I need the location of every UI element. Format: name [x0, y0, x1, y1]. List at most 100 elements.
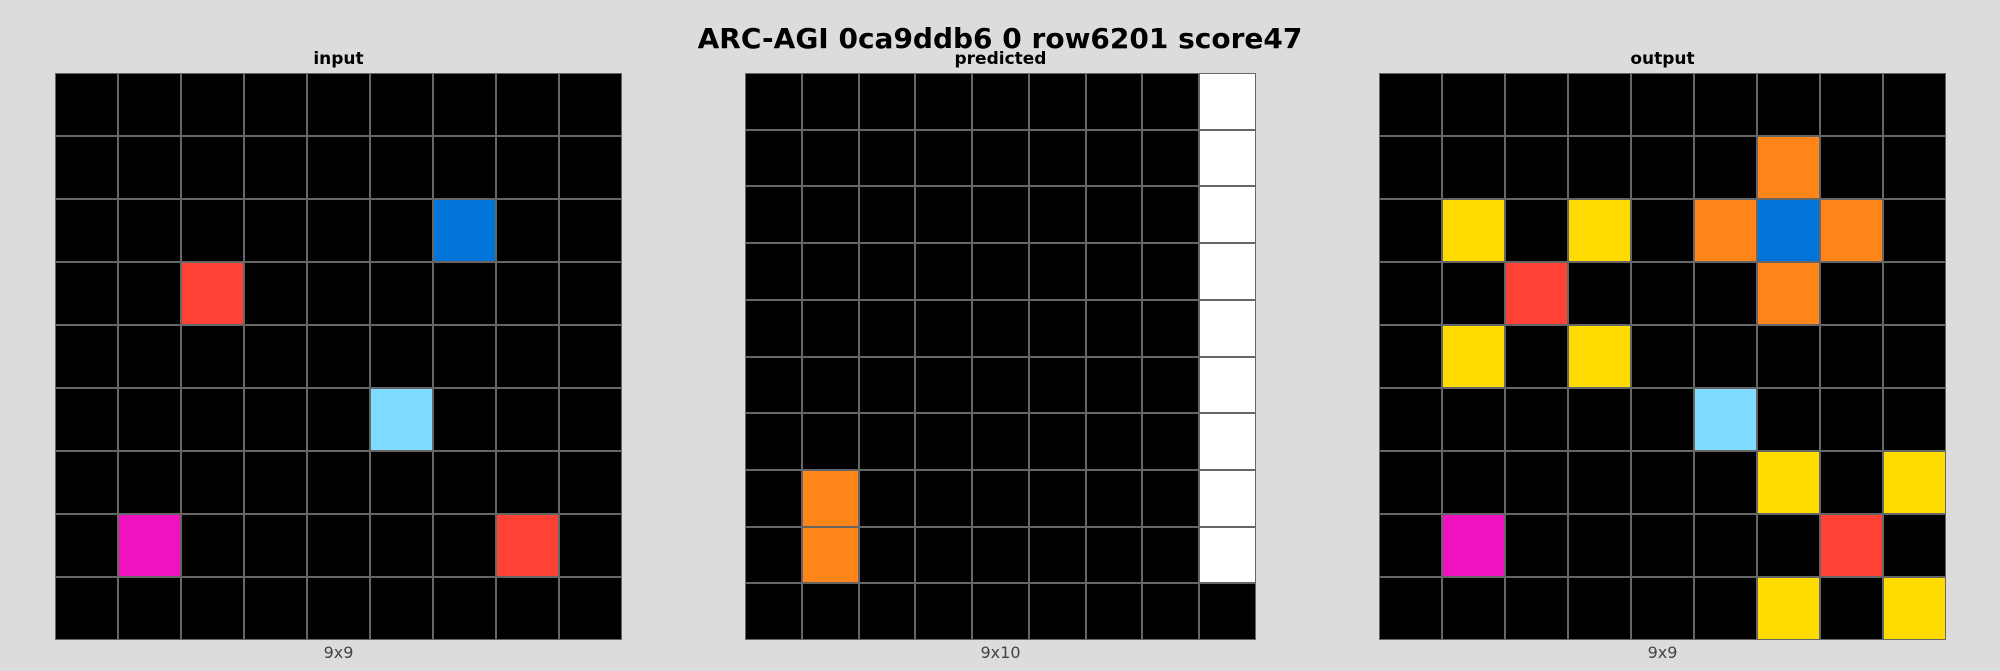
grid-cell	[1820, 325, 1883, 388]
grid-cell	[433, 388, 496, 451]
grid-cell	[745, 356, 802, 414]
grid-cell	[244, 199, 307, 262]
grid-cell	[1442, 136, 1505, 199]
grid-cell	[1199, 413, 1256, 470]
grid-cell	[1379, 136, 1442, 199]
grid-cell	[1442, 199, 1505, 262]
grid-cell	[118, 514, 181, 577]
grid-cell	[433, 262, 496, 325]
grid-cell	[1379, 199, 1442, 262]
grid-cell	[1379, 514, 1442, 577]
grid-cell	[858, 73, 916, 130]
grid-cell	[801, 413, 859, 470]
grid-cell	[1379, 451, 1442, 514]
grid-cell	[55, 73, 118, 136]
grid-cell	[307, 451, 370, 514]
grid-cell	[1883, 199, 1946, 262]
grid-cell	[858, 413, 916, 470]
grid-cell	[1085, 73, 1143, 130]
grid-cell	[181, 514, 244, 577]
grid-cell	[370, 73, 433, 136]
grid-cell	[1631, 514, 1694, 577]
grid-cell	[1442, 262, 1505, 325]
grid-cell	[370, 262, 433, 325]
grid-cell	[118, 325, 181, 388]
grid-cell	[1199, 129, 1256, 187]
grid-cell	[1505, 577, 1568, 640]
grid-cell	[1505, 199, 1568, 262]
grid-cell	[1379, 388, 1442, 451]
grid-cell	[1631, 199, 1694, 262]
grid-cell	[1757, 73, 1820, 136]
grid-cell	[370, 388, 433, 451]
grid-cell	[1505, 262, 1568, 325]
grid-cell	[1199, 186, 1256, 244]
grid-cell	[1442, 73, 1505, 136]
grid-cell	[1631, 73, 1694, 136]
grid-cell	[745, 299, 802, 357]
grid-cell	[1694, 577, 1757, 640]
grid-cell	[1820, 388, 1883, 451]
grid-cell	[1694, 262, 1757, 325]
grid-cell	[1199, 526, 1256, 584]
grid-cell	[1142, 356, 1200, 414]
grid-cell	[118, 199, 181, 262]
grid-cell	[244, 262, 307, 325]
grid-cell	[1142, 73, 1200, 130]
grid-cell	[1028, 469, 1086, 527]
grid-cell	[496, 325, 559, 388]
grid-cell	[433, 577, 496, 640]
grid-cell	[858, 129, 916, 187]
grid-cell	[1694, 136, 1757, 199]
grid-cell	[118, 577, 181, 640]
grid-cell	[801, 186, 859, 244]
grid-cell	[1694, 388, 1757, 451]
grid-cell	[915, 129, 973, 187]
grid-cell	[1820, 514, 1883, 577]
grid-cell	[745, 73, 802, 130]
grid-cell	[1028, 356, 1086, 414]
grid-cell	[1505, 451, 1568, 514]
grid-cell	[801, 469, 859, 527]
grid-cell	[1757, 262, 1820, 325]
grid-cell	[55, 388, 118, 451]
grid-cell	[433, 514, 496, 577]
grid-cell	[1085, 243, 1143, 300]
grid-cell	[1883, 262, 1946, 325]
grid-cell	[1028, 413, 1086, 470]
grid-cell	[1820, 73, 1883, 136]
grid-cell	[1442, 514, 1505, 577]
grid-cell	[181, 325, 244, 388]
grid-cell	[1694, 73, 1757, 136]
grid-cell	[370, 577, 433, 640]
grid-cell	[496, 514, 559, 577]
grid-cell	[1568, 577, 1631, 640]
grid-cell	[745, 583, 802, 640]
grid-cell	[1442, 577, 1505, 640]
grid-cell	[1568, 388, 1631, 451]
grid-cell	[559, 388, 622, 451]
grid-cell	[1028, 129, 1086, 187]
grid-cell	[1379, 325, 1442, 388]
grid-cell	[972, 243, 1029, 300]
dims-label-output: 9x9	[1647, 643, 1678, 662]
input-grid	[55, 73, 622, 640]
grid-cell	[118, 73, 181, 136]
grid-cell	[745, 413, 802, 470]
grid-cell	[1568, 451, 1631, 514]
grid-cell	[496, 199, 559, 262]
grid-cell	[307, 136, 370, 199]
grid-cell	[307, 262, 370, 325]
grid-cell	[1142, 129, 1200, 187]
grid-cell	[433, 325, 496, 388]
grid-cell	[1694, 514, 1757, 577]
grid-cell	[1142, 526, 1200, 584]
grid-cell	[858, 356, 916, 414]
grid-cell	[972, 186, 1029, 244]
grid-cell	[1883, 388, 1946, 451]
grid-cell	[1085, 299, 1143, 357]
grid-cell	[915, 583, 973, 640]
grid-cell	[972, 469, 1029, 527]
grid-cell	[559, 199, 622, 262]
grid-cell	[915, 413, 973, 470]
